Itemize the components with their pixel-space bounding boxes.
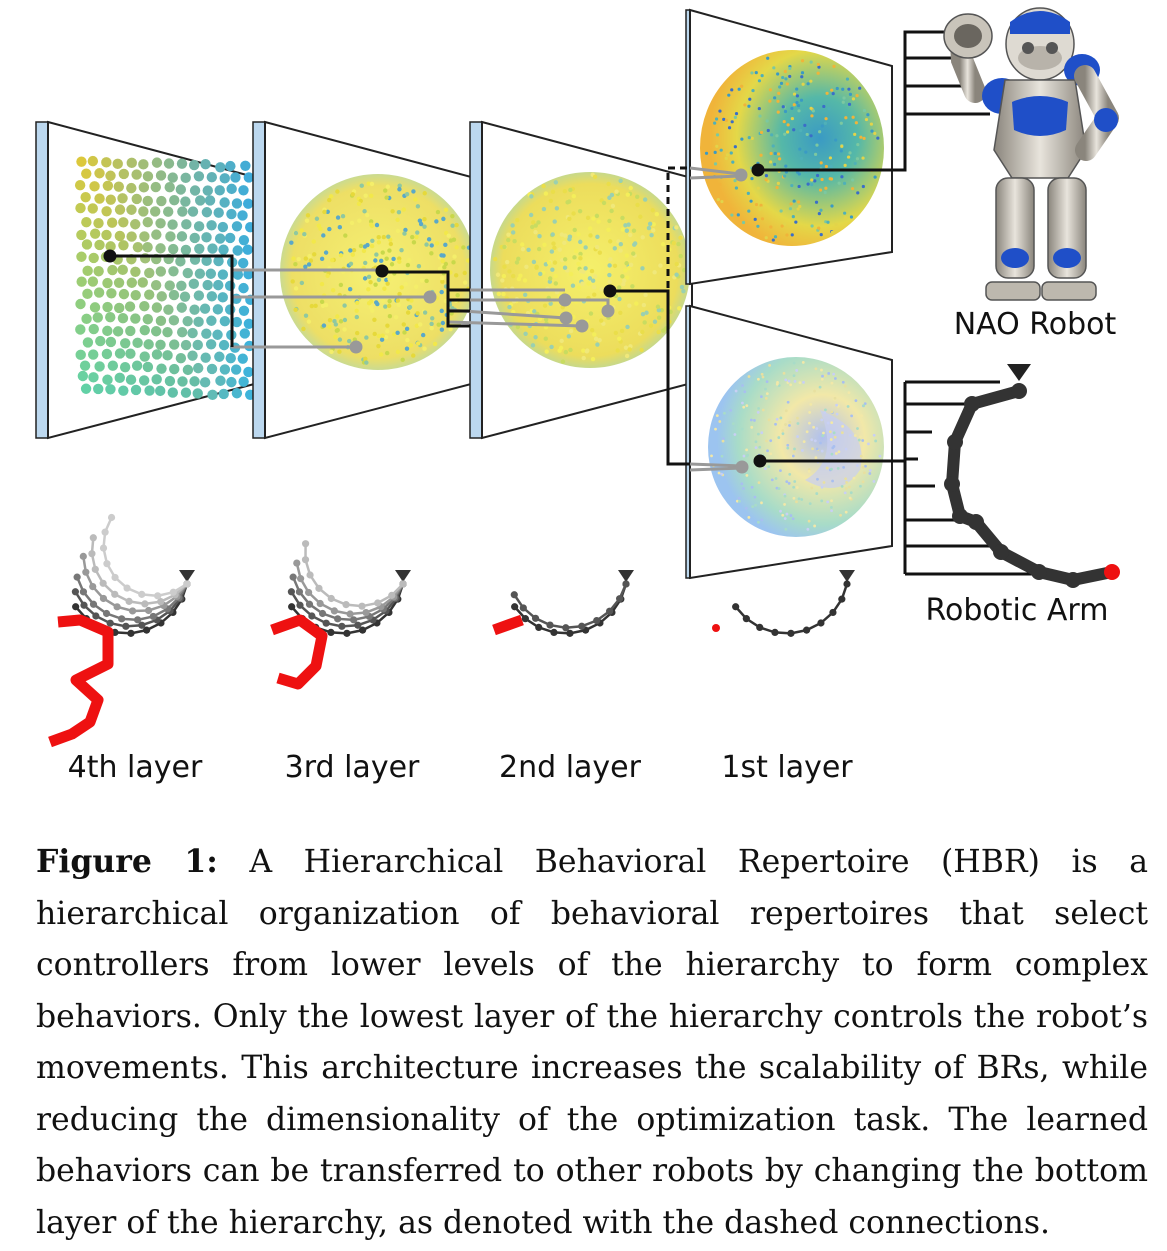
behavior-points-2nd-layer [492,172,687,364]
hbr-diagram: NAO Robot Robotic Arm 4th layer 3rd laye… [35,7,1120,785]
nao-robot-label: NAO Robot [954,307,1117,342]
connection-lines [110,30,1046,576]
nao-robot-illustration [943,7,1119,301]
layer-label-2nd: 2nd layer [499,750,642,785]
behavior-points-nao [704,56,880,242]
connection-nodes [103,163,767,474]
repertoire-panel-3rd-layer [252,120,476,440]
figure-number: Figure 1: [36,843,218,880]
repertoire-panel-4th-layer [35,120,259,440]
layer-arm-trajectories [48,513,855,748]
caption-text: A Hierarchical Behavioral Repertoire (HB… [36,844,1148,1241]
repertoire-panel-1st-layer-arm [685,304,893,580]
behavior-points-arm [710,359,882,531]
layer-label-1st: 1st layer [721,750,853,785]
hbr-figure: NAO Robot Robotic Arm 4th layer 3rd laye… [35,7,1120,785]
arm-base-triangle-icon [1007,364,1031,381]
repertoire-panel-1st-layer-nao [685,8,893,286]
repertoire-panel-2nd-layer [469,120,693,440]
layer-label-3rd: 3rd layer [285,750,420,785]
figure-caption: Figure 1: A Hierarchical Behavioral Repe… [36,836,1148,1249]
robotic-arm-label: Robotic Arm [926,593,1109,628]
layer-label-4th: 4th layer [68,750,203,785]
robotic-arm-icon [944,364,1120,588]
